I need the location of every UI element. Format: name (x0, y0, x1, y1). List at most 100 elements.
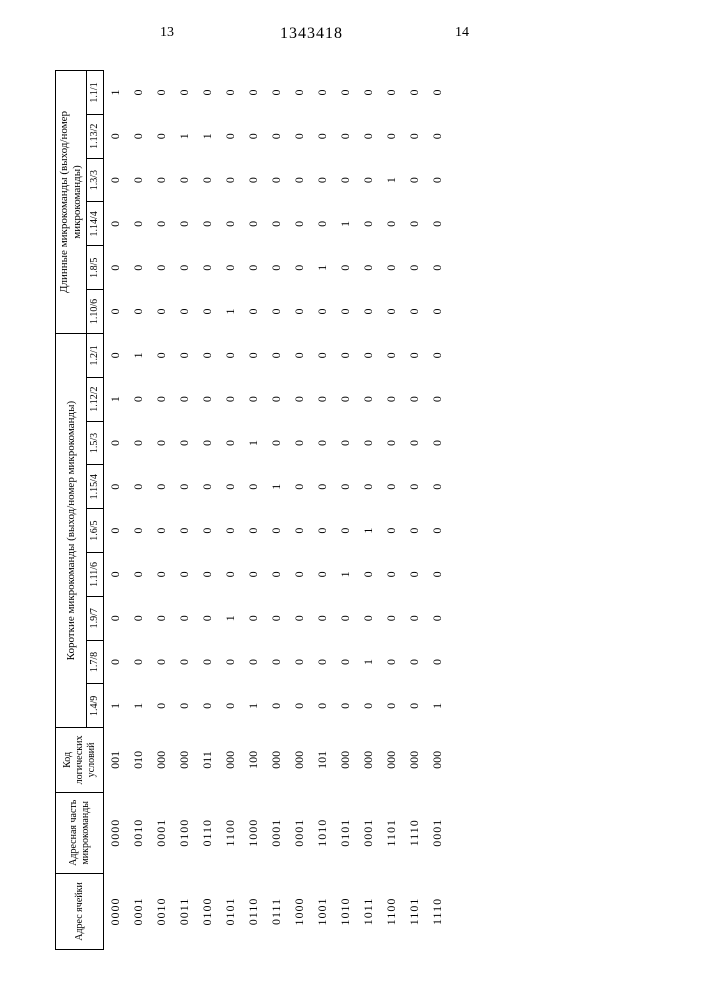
cell-long: 0 (311, 114, 334, 158)
cell-short: 0 (150, 596, 173, 640)
long-col-5: 1.1/1 (87, 71, 104, 115)
cell-short: 0 (104, 640, 128, 684)
cell-short: 0 (426, 377, 449, 421)
cell-long: 0 (104, 158, 128, 202)
cell-addr: 1001 (311, 873, 334, 949)
cell-long: 0 (403, 246, 426, 290)
cell-short: 0 (265, 640, 288, 684)
cell-cond: 000 (150, 728, 173, 792)
cell-short: 0 (334, 684, 357, 728)
cell-short: 0 (173, 465, 196, 509)
cell-short: 0 (104, 421, 128, 465)
cell-short: 0 (334, 421, 357, 465)
cell-long: 0 (357, 246, 380, 290)
cell-short: 0 (219, 421, 242, 465)
cell-short: 0 (426, 553, 449, 597)
cell-part: 1110 (403, 792, 426, 873)
cell-short: 0 (173, 333, 196, 377)
cell-short: 0 (173, 684, 196, 728)
short-col-5: 1.15/4 (87, 465, 104, 509)
cell-short: 1 (357, 640, 380, 684)
short-col-2: 1.9/7 (87, 596, 104, 640)
cell-part: 0100 (173, 792, 196, 873)
cell-cond: 000 (426, 728, 449, 792)
cell-long: 0 (265, 290, 288, 334)
cell-long: 0 (311, 290, 334, 334)
short-col-1: 1.7/8 (87, 640, 104, 684)
cell-addr: 0010 (150, 873, 173, 949)
cell-long: 0 (242, 158, 265, 202)
cell-addr: 0000 (104, 873, 128, 949)
cell-short: 0 (242, 333, 265, 377)
cell-short: 0 (311, 377, 334, 421)
cell-short: 0 (150, 684, 173, 728)
table-row: 01101000100100000100000000 (242, 71, 265, 950)
cell-addr: 0100 (196, 873, 219, 949)
cell-short: 0 (127, 465, 150, 509)
cell-short: 0 (196, 596, 219, 640)
cell-short: 0 (334, 596, 357, 640)
cell-long: 0 (426, 202, 449, 246)
table-row: 00110100000000000000000010 (173, 71, 196, 950)
cell-short: 0 (403, 377, 426, 421)
cell-long: 0 (288, 246, 311, 290)
cell-long: 0 (288, 158, 311, 202)
cell-long: 0 (403, 71, 426, 115)
cell-part: 0001 (357, 792, 380, 873)
cell-long: 0 (104, 114, 128, 158)
cell-long: 0 (265, 202, 288, 246)
cell-short: 0 (403, 421, 426, 465)
cell-short: 0 (150, 509, 173, 553)
cell-long: 0 (288, 202, 311, 246)
cell-long: 0 (288, 71, 311, 115)
cell-long: 0 (334, 71, 357, 115)
cell-part: 1000 (242, 792, 265, 873)
table-row: 11011110000000000000000000 (403, 71, 426, 950)
long-col-1: 1.8/5 (87, 246, 104, 290)
cell-cond: 000 (334, 728, 357, 792)
cell-cond: 011 (196, 728, 219, 792)
cell-long: 0 (334, 158, 357, 202)
cell-short: 0 (357, 684, 380, 728)
cell-short: 0 (311, 333, 334, 377)
cell-short: 0 (127, 421, 150, 465)
long-col-0: 1.10/6 (87, 290, 104, 334)
cell-short: 0 (196, 421, 219, 465)
cell-long: 1 (196, 114, 219, 158)
cell-cond: 000 (173, 728, 196, 792)
cell-long: 0 (357, 290, 380, 334)
cell-long: 0 (334, 246, 357, 290)
cell-long: 0 (242, 202, 265, 246)
col-addr: Адрес ячейки (56, 873, 104, 949)
table-container: Адрес ячейки Адресная часть микрокоманды… (0, 210, 707, 810)
cell-long: 0 (357, 158, 380, 202)
cell-cond: 010 (127, 728, 150, 792)
cell-short: 0 (104, 553, 128, 597)
cell-short: 0 (196, 640, 219, 684)
cell-short: 0 (334, 509, 357, 553)
cell-long: 0 (104, 246, 128, 290)
cell-short: 0 (196, 553, 219, 597)
cell-long: 0 (104, 290, 128, 334)
short-col-6: 1.5/3 (87, 421, 104, 465)
microcommand-table: Адрес ячейки Адресная часть микрокоманды… (55, 70, 449, 950)
cell-short: 0 (104, 596, 128, 640)
cell-addr: 1010 (334, 873, 357, 949)
col-group-long: Длинные микрокоманды (выход/номер микрок… (56, 71, 87, 334)
cell-short: 0 (311, 596, 334, 640)
cell-part: 0010 (127, 792, 150, 873)
cell-long: 0 (334, 114, 357, 158)
cell-short: 0 (173, 596, 196, 640)
cell-short: 0 (380, 684, 403, 728)
cell-long: 0 (242, 290, 265, 334)
cell-short: 0 (311, 465, 334, 509)
cell-long: 1 (104, 71, 128, 115)
cell-long: 0 (242, 246, 265, 290)
cell-short: 0 (380, 509, 403, 553)
cell-short: 0 (380, 377, 403, 421)
cell-short: 1 (104, 377, 128, 421)
cell-short: 0 (219, 640, 242, 684)
cell-short: 0 (265, 421, 288, 465)
cell-long: 0 (380, 114, 403, 158)
short-col-3: 1.11/6 (87, 553, 104, 597)
